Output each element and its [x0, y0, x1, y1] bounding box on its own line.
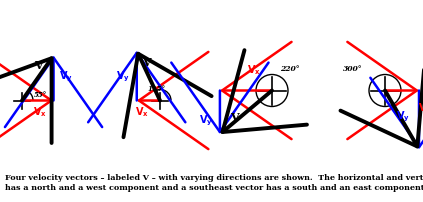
Text: 55°: 55°: [34, 91, 47, 99]
Text: $\mathbf{V_y}$: $\mathbf{V_y}$: [58, 69, 72, 84]
Text: 220°: 220°: [280, 65, 299, 73]
Text: V: V: [142, 57, 151, 68]
Text: V: V: [230, 112, 239, 123]
Text: $\mathbf{V_x}$: $\mathbf{V_x}$: [33, 105, 47, 119]
Text: $\mathbf{V_x}$: $\mathbf{V_x}$: [418, 101, 423, 115]
Text: $\mathbf{V_y}$: $\mathbf{V_y}$: [199, 113, 213, 128]
Text: Four velocity vectors – labeled V – with varying directions are shown.  The hori: Four velocity vectors – labeled V – with…: [5, 173, 423, 191]
Text: 300°: 300°: [343, 65, 363, 73]
Text: V: V: [34, 60, 43, 71]
Text: $\mathbf{V_x}$: $\mathbf{V_x}$: [135, 105, 149, 119]
Text: $\mathbf{V_y}$: $\mathbf{V_y}$: [116, 69, 130, 84]
Text: 115°: 115°: [148, 85, 166, 93]
Text: $\mathbf{V_x}$: $\mathbf{V_x}$: [247, 63, 261, 77]
Text: $\mathbf{V_y}$: $\mathbf{V_y}$: [396, 109, 410, 124]
